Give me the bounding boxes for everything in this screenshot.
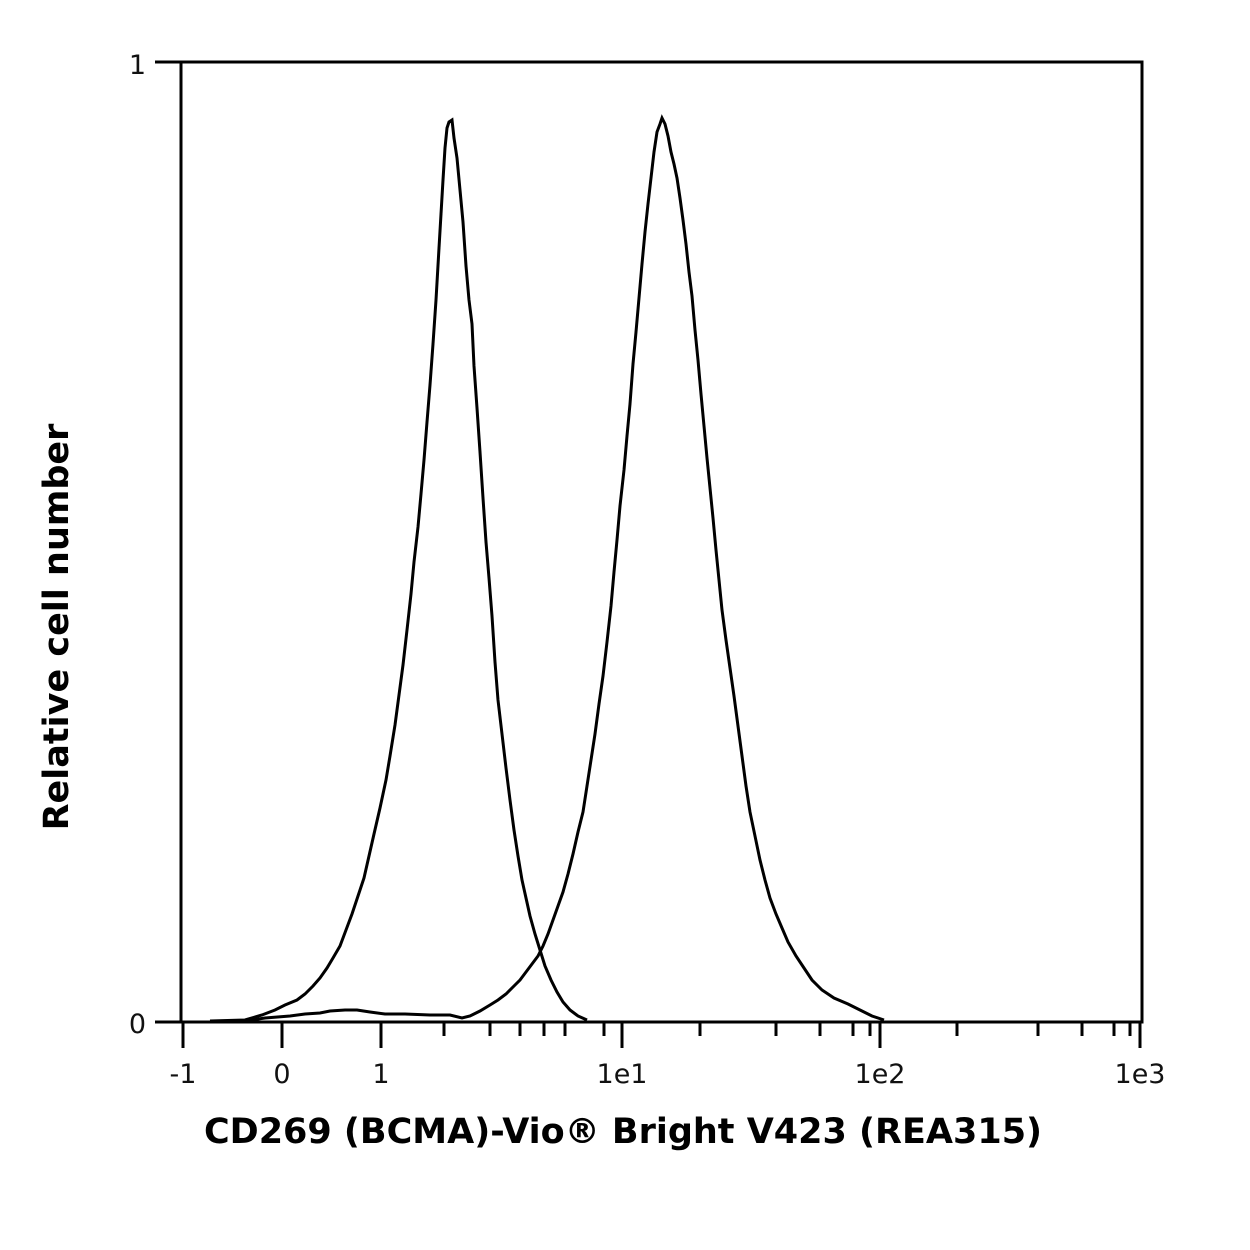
x-tick-label-1e1: 1e1 [597,1059,648,1090]
y-axis: 1 0 [129,50,181,1040]
x-axis: -1 0 1 1e1 1e2 1e3 [170,1022,1166,1090]
y-tick-label-1: 1 [129,50,146,81]
y-axis-title: Relative cell number [37,423,77,831]
x-minor-ticks [442,1022,1132,1036]
x-tick-label-0: 0 [273,1059,290,1090]
x-tick-label-1: 1 [372,1059,389,1090]
histogram-curve-stained [244,114,885,1023]
x-tick-label-minus1: -1 [170,1059,197,1090]
x-major-ticks [181,1022,1142,1048]
x-axis-title: CD269 (BCMA)-Vio® Bright V423 (REA315) [204,1112,1042,1152]
x-tick-label-1e3: 1e3 [1115,1059,1166,1090]
y-tick-label-0: 0 [129,1009,146,1040]
x-tick-label-1e2: 1e2 [855,1059,906,1090]
histogram-curve-control [209,117,588,1023]
plot-frame [179,60,1144,1024]
